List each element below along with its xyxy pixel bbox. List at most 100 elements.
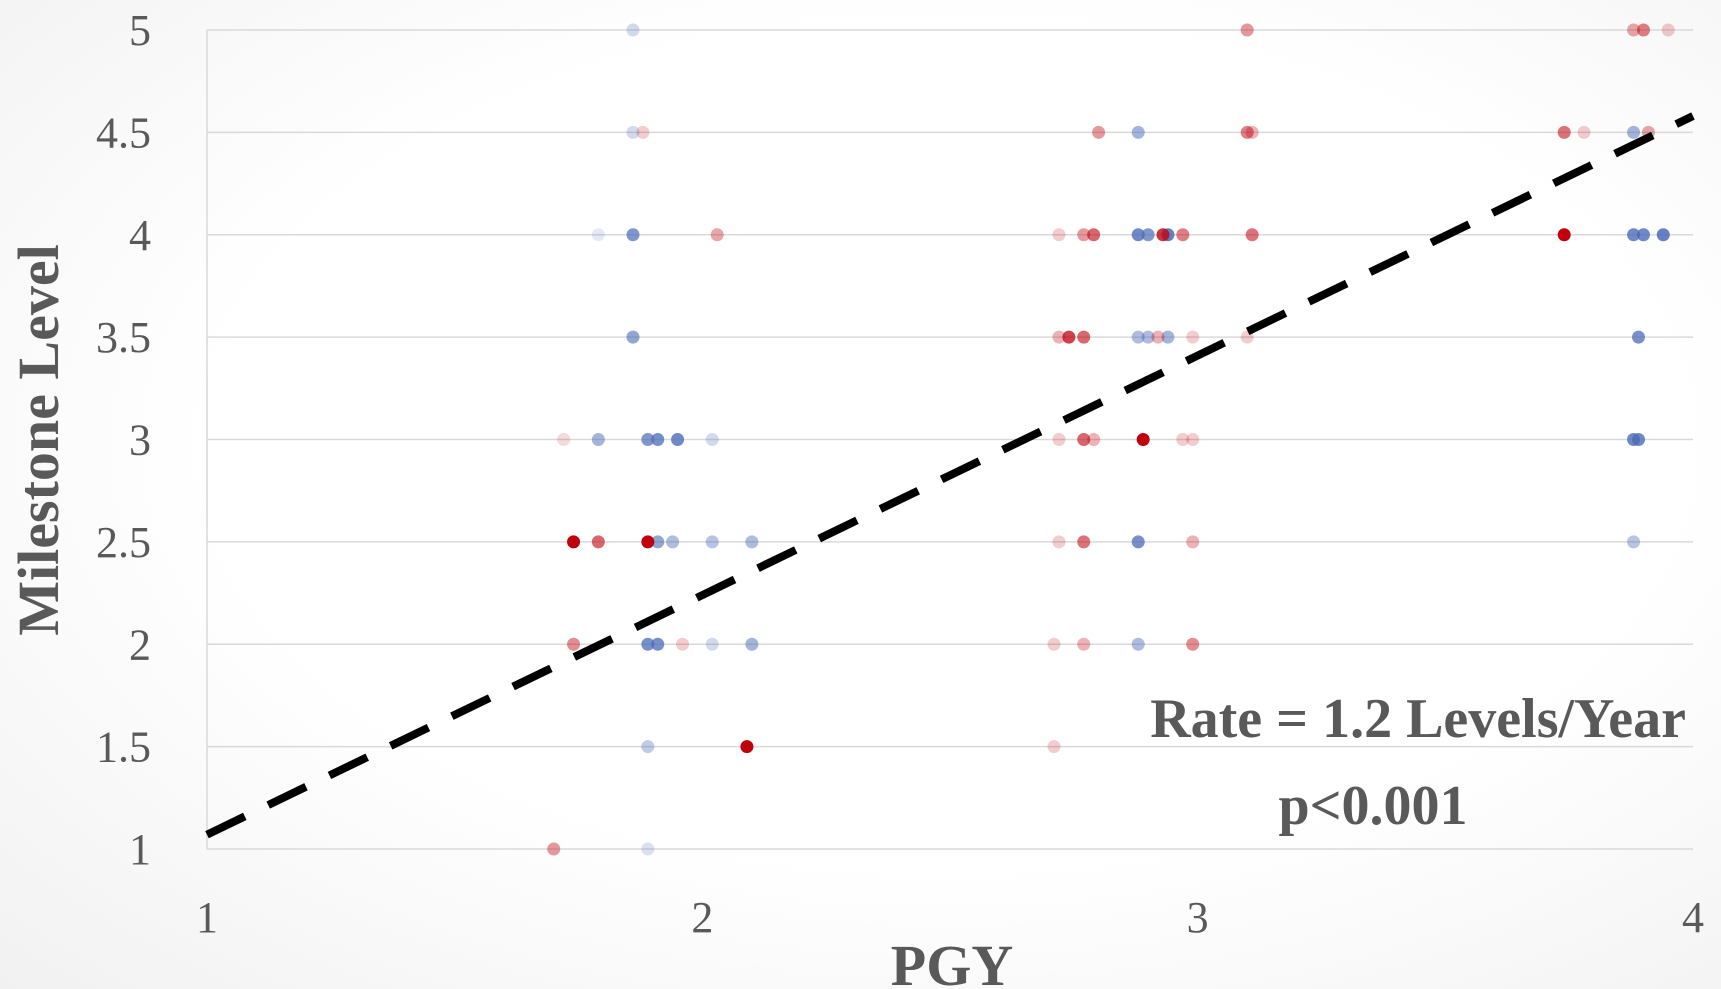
data-point: [641, 433, 655, 446]
data-point: [1161, 330, 1175, 344]
data-point: [1141, 228, 1155, 242]
data-point: [591, 535, 605, 549]
data-point: [710, 228, 724, 242]
y-tick-label: 3: [129, 416, 151, 465]
trendline: [205, 112, 1695, 839]
data-point: [591, 228, 605, 242]
data-point: [1557, 228, 1571, 242]
data-point: [641, 842, 655, 856]
data-point: [740, 740, 754, 754]
data-point: [641, 535, 655, 549]
data-point: [641, 637, 655, 651]
data-point: [1632, 330, 1646, 344]
y-tick-label: 1: [129, 825, 151, 874]
data-point: [671, 433, 685, 446]
gridlines: [206, 29, 1693, 850]
data-point: [1557, 125, 1571, 139]
y-tick-label: 2: [129, 620, 151, 669]
data-point: [1186, 535, 1200, 549]
data-point: [1176, 228, 1190, 242]
data-point: [1627, 228, 1641, 242]
data-point: [626, 23, 640, 37]
data-point: [1052, 535, 1066, 549]
data-point: [651, 535, 665, 549]
data-point: [591, 433, 605, 446]
data-point: [1077, 637, 1091, 651]
data-point: [1186, 330, 1200, 344]
x-tick-label: 4: [1682, 893, 1704, 942]
trendline-layer: [205, 112, 1695, 839]
data-point: [626, 228, 640, 242]
data-point: [1661, 23, 1675, 37]
data-point: [1131, 228, 1145, 242]
annotation-rate: Rate = 1.2 Levels/Year: [1150, 688, 1686, 750]
data-point: [641, 740, 655, 754]
data-point: [1131, 125, 1145, 139]
data-point: [1131, 330, 1145, 344]
data-point: [745, 535, 759, 549]
data-point: [1052, 433, 1066, 446]
data-point: [626, 330, 640, 344]
data-point: [626, 125, 640, 139]
data-point: [1062, 330, 1076, 344]
y-tick-label: 1.5: [96, 723, 151, 772]
data-point: [1052, 330, 1066, 344]
y-tick-label: 4.5: [96, 108, 151, 157]
annotation-pvalue: p<0.001: [1278, 775, 1467, 837]
data-point: [745, 637, 759, 651]
data-point: [1245, 228, 1259, 242]
data-point: [1632, 433, 1646, 446]
data-point: [567, 535, 581, 549]
data-point: [1077, 228, 1091, 242]
y-tick-label: 3.5: [96, 313, 151, 362]
data-point: [636, 125, 650, 139]
x-tick-label: 3: [1187, 893, 1209, 942]
data-point: [666, 535, 680, 549]
data-point: [547, 842, 561, 856]
data-points: [547, 23, 1675, 856]
data-point: [1627, 23, 1641, 37]
data-point: [1636, 228, 1650, 242]
data-point: [651, 433, 665, 446]
data-point: [705, 535, 719, 549]
data-point: [1156, 228, 1170, 242]
data-point: [1131, 535, 1145, 549]
data-point: [1577, 125, 1591, 139]
data-point: [1077, 330, 1091, 344]
data-point: [1092, 125, 1106, 139]
data-point: [651, 637, 665, 651]
data-point: [1087, 433, 1101, 446]
data-point: [1141, 330, 1155, 344]
data-point: [1087, 228, 1101, 242]
data-point: [1176, 433, 1190, 446]
data-point: [1245, 125, 1259, 139]
data-point: [1047, 740, 1061, 754]
data-point: [705, 637, 719, 651]
data-point: [567, 637, 581, 651]
y-tick-label: 2.5: [96, 518, 151, 567]
data-point: [1627, 125, 1641, 139]
data-point: [1131, 637, 1145, 651]
data-point: [1636, 23, 1650, 37]
data-point: [1077, 535, 1091, 549]
data-point: [1186, 433, 1200, 446]
data-point: [1151, 330, 1165, 344]
x-tick-labels: 1 2 3 4: [196, 893, 1704, 942]
y-axis-title: Milestone Level: [6, 244, 71, 635]
x-tick-label: 1: [196, 893, 218, 942]
data-point: [1047, 637, 1061, 651]
data-point: [557, 433, 571, 446]
data-point: [676, 637, 690, 651]
data-point: [1240, 23, 1254, 37]
y-tick-label: 4: [129, 211, 151, 260]
data-point: [1136, 433, 1150, 446]
x-axis-title: PGY: [891, 933, 1013, 989]
data-point: [1186, 637, 1200, 651]
data-point: [1052, 228, 1066, 242]
data-point: [1077, 433, 1091, 446]
data-point: [1656, 228, 1670, 242]
data-point: [1627, 535, 1641, 549]
data-point: [705, 433, 719, 446]
y-tick-labels: 1 1.5 2 2.5 3 3.5 4 4.5 5: [96, 6, 151, 874]
